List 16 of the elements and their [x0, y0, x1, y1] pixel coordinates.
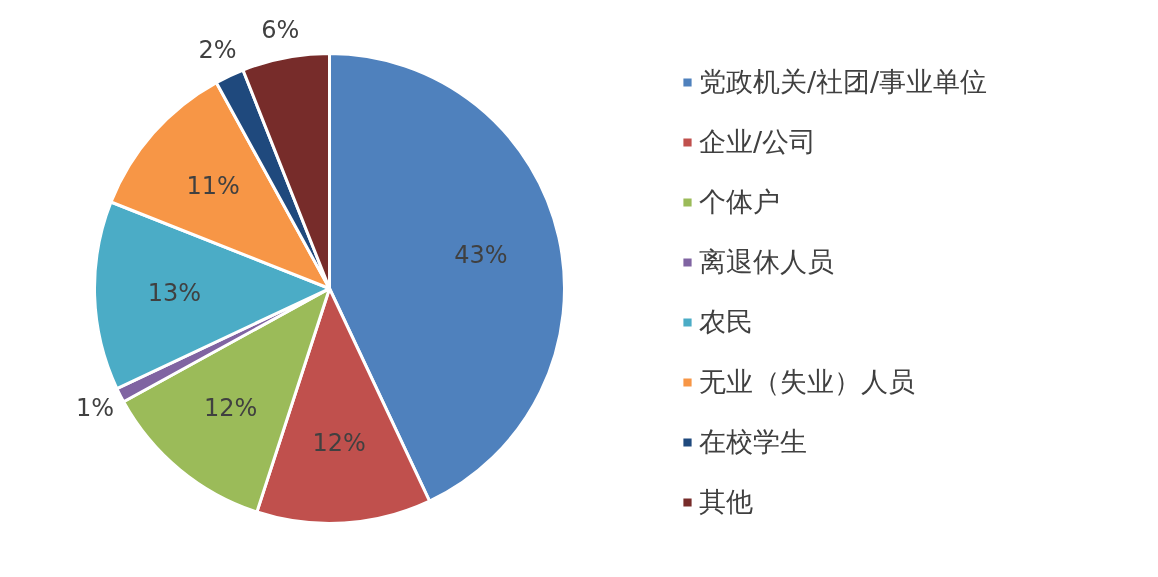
data-label: 6% — [261, 15, 300, 44]
data-label: 1% — [75, 393, 115, 422]
data-label: 43% — [454, 240, 508, 269]
data-label: 11% — [186, 171, 240, 200]
legend-label: 离退休人员 — [699, 245, 834, 279]
legend-label: 个体户 — [699, 185, 780, 219]
legend-label: 企业/公司 — [699, 125, 817, 159]
legend-label: 无业（失业）人员 — [699, 365, 915, 399]
data-label: 12% — [203, 394, 258, 423]
data-label: 13% — [147, 279, 202, 308]
legend-label: 其他 — [699, 485, 753, 519]
legend-label: 农民 — [699, 305, 753, 339]
data-label: 2% — [198, 36, 237, 65]
data-label: 12% — [312, 429, 366, 458]
legend-label: 党政机关/社团/事业单位 — [699, 65, 988, 99]
legend-label: 在校学生 — [699, 425, 807, 459]
